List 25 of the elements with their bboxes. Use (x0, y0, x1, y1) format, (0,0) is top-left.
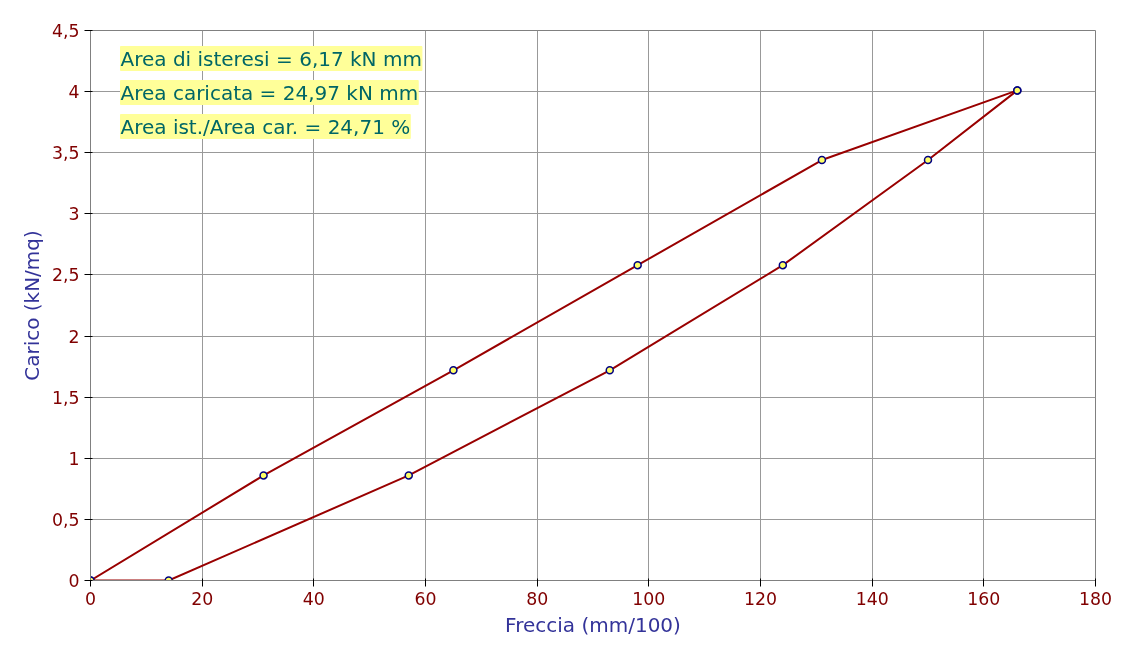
x-axis-title: Freccia (mm/100) (505, 612, 681, 637)
x-tick-label: 60 (414, 588, 437, 609)
annotation: Area caricata = 24,97 kN mm (120, 80, 419, 105)
y-tick-label: 3,5 (51, 143, 80, 164)
y-tick-label: 4 (68, 82, 80, 103)
x-tick-label: 100 (632, 588, 666, 609)
annotation: Area di isteresi = 6,17 kN mm (120, 46, 422, 71)
annotation: Area ist./Area car. = 24,71 % (120, 114, 411, 139)
x-tick-label: 180 (1078, 588, 1113, 609)
x-tick-label: 80 (526, 588, 549, 609)
y-tick-label: 2 (68, 326, 80, 347)
y-tick-label: 4,5 (51, 21, 80, 41)
y-tick-label: 2,5 (51, 265, 80, 286)
x-tick-label: 40 (302, 588, 325, 609)
x-tick-label: 0 (84, 588, 97, 609)
x-tick-label: 160 (967, 588, 1001, 609)
x-tick-label: 20 (191, 588, 214, 609)
y-tick-label: 1 (68, 448, 80, 469)
y-tick-label: 3 (68, 204, 80, 225)
y-tick-label: 1,5 (51, 387, 80, 408)
y-tick-label: 0 (68, 571, 80, 591)
y-tick-label: 0,5 (51, 509, 80, 530)
y-axis-title: Carico (kN/mq) (19, 230, 44, 381)
x-tick-label: 140 (855, 588, 889, 609)
x-tick-label: 120 (743, 588, 778, 609)
